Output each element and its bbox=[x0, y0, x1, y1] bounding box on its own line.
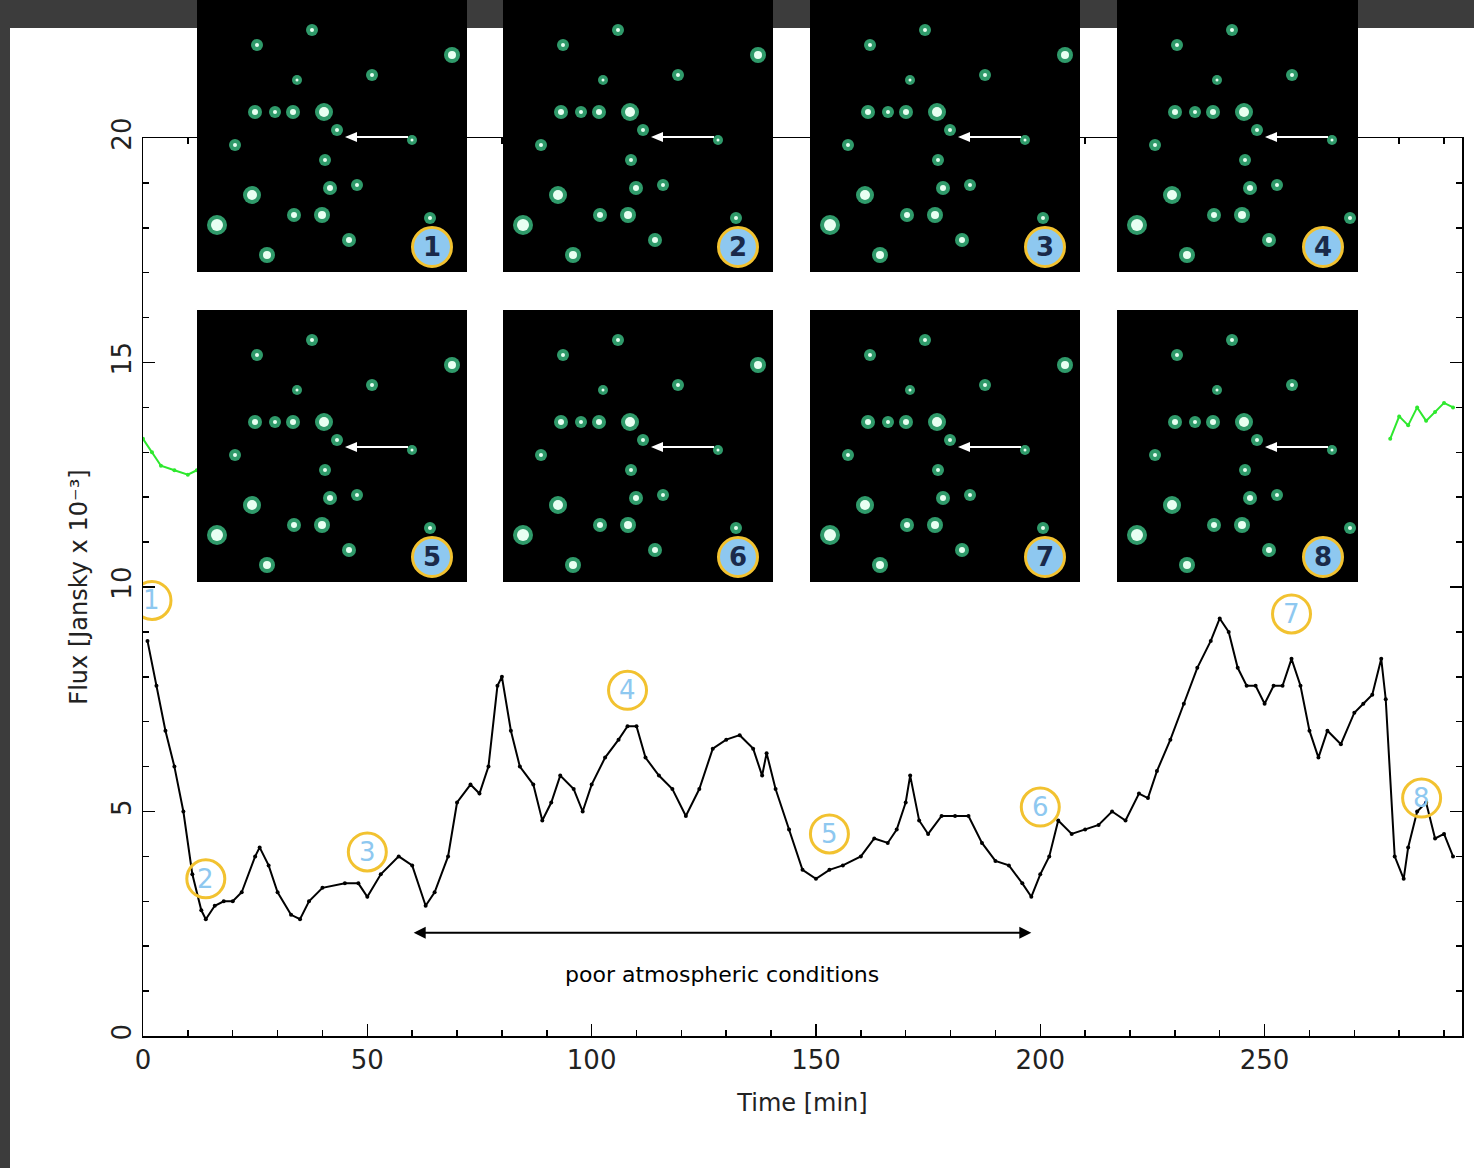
svg-text:15: 15 bbox=[107, 342, 137, 375]
svg-text:2: 2 bbox=[197, 864, 214, 894]
html-text:6: 6 bbox=[729, 542, 747, 572]
svg-text:100: 100 bbox=[567, 1045, 617, 1075]
svg-text:0: 0 bbox=[107, 1024, 137, 1041]
svg-text:3: 3 bbox=[359, 837, 376, 867]
html-text:4: 4 bbox=[1314, 232, 1332, 262]
svg-text:Time [min]: Time [min] bbox=[736, 1089, 867, 1117]
svg-text:10: 10 bbox=[107, 567, 137, 600]
svg-text:5: 5 bbox=[821, 819, 838, 849]
html-text:5: 5 bbox=[423, 542, 441, 572]
svg-text:1: 1 bbox=[143, 585, 160, 615]
svg-text:4: 4 bbox=[619, 675, 636, 705]
svg-text:150: 150 bbox=[791, 1045, 841, 1075]
svg-text:250: 250 bbox=[1240, 1045, 1290, 1075]
svg-text:8: 8 bbox=[1413, 783, 1430, 813]
svg-text:0: 0 bbox=[135, 1045, 152, 1075]
svg-text:5: 5 bbox=[107, 799, 137, 816]
svg-text:Flux [Jansky x 10⁻³]: Flux [Jansky x 10⁻³] bbox=[65, 469, 93, 704]
html-text:1: 1 bbox=[423, 232, 441, 262]
svg-text:7: 7 bbox=[1283, 599, 1300, 629]
html-text:8: 8 bbox=[1314, 542, 1332, 572]
html-text:2: 2 bbox=[729, 232, 747, 262]
svg-text:poor atmospheric conditions: poor atmospheric conditions bbox=[565, 962, 879, 987]
svg-text:6: 6 bbox=[1032, 792, 1049, 822]
html-text:3: 3 bbox=[1036, 232, 1054, 262]
svg-text:20: 20 bbox=[107, 118, 137, 151]
html-text:7: 7 bbox=[1036, 542, 1054, 572]
svg-text:200: 200 bbox=[1015, 1045, 1065, 1075]
svg-text:50: 50 bbox=[351, 1045, 384, 1075]
